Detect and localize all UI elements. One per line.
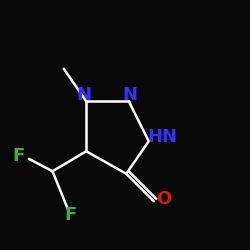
Text: N: N	[76, 86, 91, 104]
Text: F: F	[13, 147, 25, 165]
Text: HN: HN	[148, 128, 178, 146]
Text: O: O	[156, 190, 172, 208]
Text: N: N	[122, 86, 138, 104]
Text: F: F	[64, 206, 76, 224]
